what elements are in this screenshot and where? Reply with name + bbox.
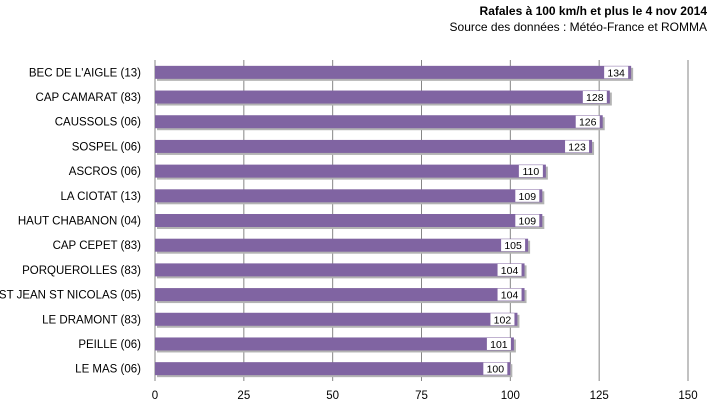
x-tick-label: 75 — [415, 390, 428, 402]
data-label: 104 — [501, 265, 519, 277]
category-label: CAP CEPET (83) — [53, 240, 142, 252]
x-tick-label: 150 — [678, 390, 697, 402]
data-label-box — [486, 337, 511, 350]
bar — [155, 139, 593, 153]
data-label: 104 — [501, 290, 519, 302]
category-label: LA CIOTAT (13) — [60, 191, 141, 203]
bar — [155, 115, 603, 129]
data-label-box — [490, 313, 515, 326]
bar — [155, 65, 632, 79]
bar — [155, 288, 525, 302]
data-label-box — [497, 288, 522, 301]
data-label-box — [515, 189, 540, 202]
title-block: Rafales à 100 km/h et plus le 4 nov 2014… — [450, 3, 707, 35]
data-label-box — [575, 115, 600, 128]
data-label: 126 — [579, 117, 597, 129]
bar — [155, 164, 546, 178]
category-label: SOSPEL (06) — [72, 141, 141, 153]
chart-subtitle: Source des données : Météo-France et ROM… — [449, 20, 707, 34]
data-label: 101 — [490, 339, 508, 351]
data-label: 128 — [586, 92, 604, 104]
data-label-box — [604, 66, 629, 79]
x-tick-label: 100 — [501, 390, 520, 402]
data-label-box — [515, 214, 540, 227]
bar — [155, 189, 543, 203]
category-label: ST JEAN ST NICOLAS (05) — [0, 290, 141, 302]
data-label: 100 — [487, 364, 505, 376]
category-label: PORQUEROLLES (83) — [22, 265, 141, 277]
category-label: PEILLE (06) — [78, 339, 141, 351]
bar — [155, 238, 529, 252]
data-label-box — [497, 263, 522, 276]
bar — [155, 312, 518, 326]
category-label: BEC DE L'AIGLE (13) — [29, 67, 141, 79]
category-label: HAUT CHABANON (04) — [18, 216, 141, 228]
x-tick-label: 25 — [237, 390, 250, 402]
data-label: 105 — [504, 240, 522, 252]
x-tick-label: 0 — [152, 390, 158, 402]
bar — [155, 337, 514, 351]
bar — [155, 214, 543, 227]
data-label: 123 — [568, 141, 586, 153]
bar — [155, 362, 511, 376]
category-label: CAUSSOLS (06) — [55, 117, 141, 129]
chart-title: Rafales à 100 km/h et plus le 4 nov 2014 — [479, 4, 707, 18]
data-label-box — [483, 362, 508, 375]
data-label: 102 — [494, 314, 512, 326]
data-label-box — [582, 91, 607, 104]
data-label-box — [501, 239, 526, 252]
data-label: 134 — [607, 67, 625, 79]
data-label-box — [565, 140, 590, 153]
data-label: 109 — [519, 216, 537, 228]
x-tick-label: 125 — [590, 390, 609, 402]
bar — [155, 263, 525, 277]
data-label: 109 — [519, 191, 537, 203]
data-label: 110 — [522, 166, 539, 178]
category-label: ASCROS (06) — [69, 166, 141, 178]
bar — [155, 90, 610, 104]
data-label-box — [518, 165, 543, 178]
category-label: LE MAS (06) — [75, 364, 141, 376]
x-tick-label: 50 — [326, 390, 339, 402]
category-label: LE DRAMONT (83) — [42, 314, 141, 326]
category-label: CAP CAMARAT (83) — [36, 92, 142, 104]
